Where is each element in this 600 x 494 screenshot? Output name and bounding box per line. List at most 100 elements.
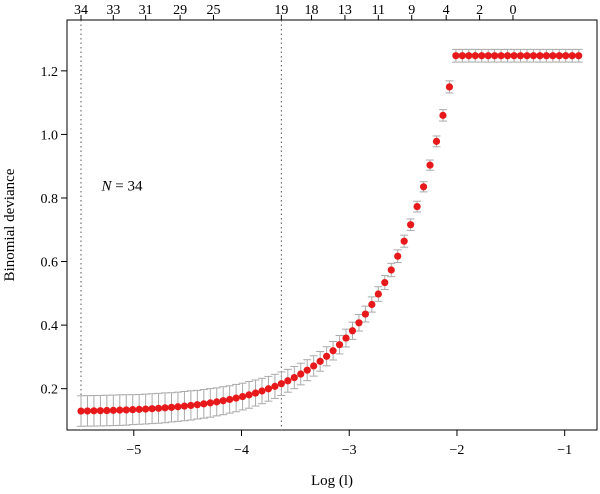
top-tick-label: 25	[207, 3, 221, 18]
y-tick-label: 1.2	[41, 65, 59, 80]
data-point	[83, 407, 92, 415]
data-point	[258, 387, 266, 395]
data-point	[549, 52, 557, 60]
data-point	[323, 352, 331, 360]
data-point	[471, 52, 479, 60]
data-point	[310, 362, 318, 370]
data-point	[445, 83, 454, 91]
data-point	[497, 52, 505, 60]
data-point	[419, 183, 428, 191]
data-point	[478, 52, 486, 60]
reference-lines	[80, 20, 282, 430]
data-point	[355, 319, 363, 327]
n-annotation: N = 34	[100, 178, 142, 194]
x-tick-label: −2	[450, 443, 465, 458]
data-point	[555, 52, 563, 60]
data-point	[562, 52, 570, 60]
data-point	[200, 400, 208, 408]
data-point	[122, 406, 130, 414]
data-point	[407, 221, 415, 229]
y-tick-label: 0.8	[41, 192, 59, 207]
top-tick-label: 11	[372, 3, 385, 18]
data-point	[452, 52, 460, 60]
error-bars	[77, 48, 583, 427]
y-tick-label: 1.0	[41, 128, 59, 143]
data-point	[542, 52, 550, 60]
data-point	[219, 397, 227, 405]
data-point	[251, 389, 260, 397]
data-point	[232, 394, 240, 402]
data-point	[148, 405, 156, 413]
data-point	[264, 385, 273, 393]
data-point	[316, 357, 324, 365]
data-point	[361, 310, 369, 318]
top-tick-label: 33	[106, 3, 120, 18]
data-point	[277, 380, 285, 388]
data-point	[77, 407, 85, 415]
plot-frame	[66, 19, 598, 431]
data-point	[187, 401, 195, 410]
data-point	[303, 366, 311, 374]
data-point	[103, 406, 111, 415]
x-tick-label: −1	[557, 443, 572, 458]
data-point	[142, 405, 150, 413]
y-axis-label: Binomial deviance	[2, 168, 18, 281]
data-point	[271, 382, 279, 390]
data-point	[568, 52, 576, 60]
data-point	[193, 401, 201, 409]
x-axis: −5 −4 −3 −2 −1	[126, 430, 572, 458]
data-point	[503, 52, 512, 60]
data-point	[394, 252, 402, 260]
data-point	[213, 398, 221, 406]
data-point	[387, 266, 395, 274]
data-point	[413, 202, 421, 211]
data-point	[432, 137, 441, 145]
top-tick-label: 31	[139, 3, 153, 18]
data-point	[284, 377, 292, 385]
data-point	[161, 404, 169, 412]
data-point	[348, 327, 357, 335]
data-point	[400, 237, 408, 245]
top-axis: 34 33 31 29 25 19 18 13 11 9 4 2 0	[74, 3, 516, 20]
y-tick-label: 0.4	[41, 319, 59, 334]
data-point	[536, 52, 544, 60]
x-tick-label: −3	[342, 443, 357, 458]
data-point	[516, 52, 525, 60]
data-point	[575, 52, 583, 60]
data-point	[167, 403, 176, 411]
data-point	[226, 395, 234, 404]
data-point	[174, 403, 182, 411]
data-point	[529, 52, 538, 60]
data-point	[523, 52, 531, 60]
data-point	[335, 341, 344, 349]
x-axis-label: Log (l)	[311, 473, 353, 489]
y-tick-label: 0.2	[41, 383, 59, 398]
y-tick-label: 0.6	[41, 256, 59, 271]
top-tick-label: 19	[274, 3, 288, 18]
top-tick-label: 4	[443, 3, 450, 18]
x-tick-label: −5	[126, 443, 141, 458]
data-point	[458, 52, 466, 60]
data-point	[238, 392, 247, 401]
data-point	[484, 52, 492, 60]
y-axis: 0.2 0.4 0.6 0.8 1.0 1.2	[41, 65, 67, 398]
data-point	[297, 370, 305, 378]
data-point	[129, 406, 137, 414]
top-tick-label: 13	[338, 3, 352, 18]
annotation-variable: N	[100, 178, 112, 194]
annotation-value: = 34	[111, 178, 142, 194]
data-point	[368, 300, 376, 309]
data-point	[180, 402, 189, 410]
data-point	[439, 111, 447, 119]
top-tick-label: 0	[509, 3, 516, 18]
data-point	[426, 161, 434, 169]
data-point	[290, 373, 298, 382]
data-point	[342, 334, 350, 342]
data-point	[206, 399, 214, 407]
top-tick-label: 9	[408, 3, 415, 18]
data-point	[510, 52, 518, 60]
x-tick-label: −4	[234, 443, 249, 458]
top-tick-label: 34	[74, 3, 88, 18]
data-point	[154, 404, 163, 412]
